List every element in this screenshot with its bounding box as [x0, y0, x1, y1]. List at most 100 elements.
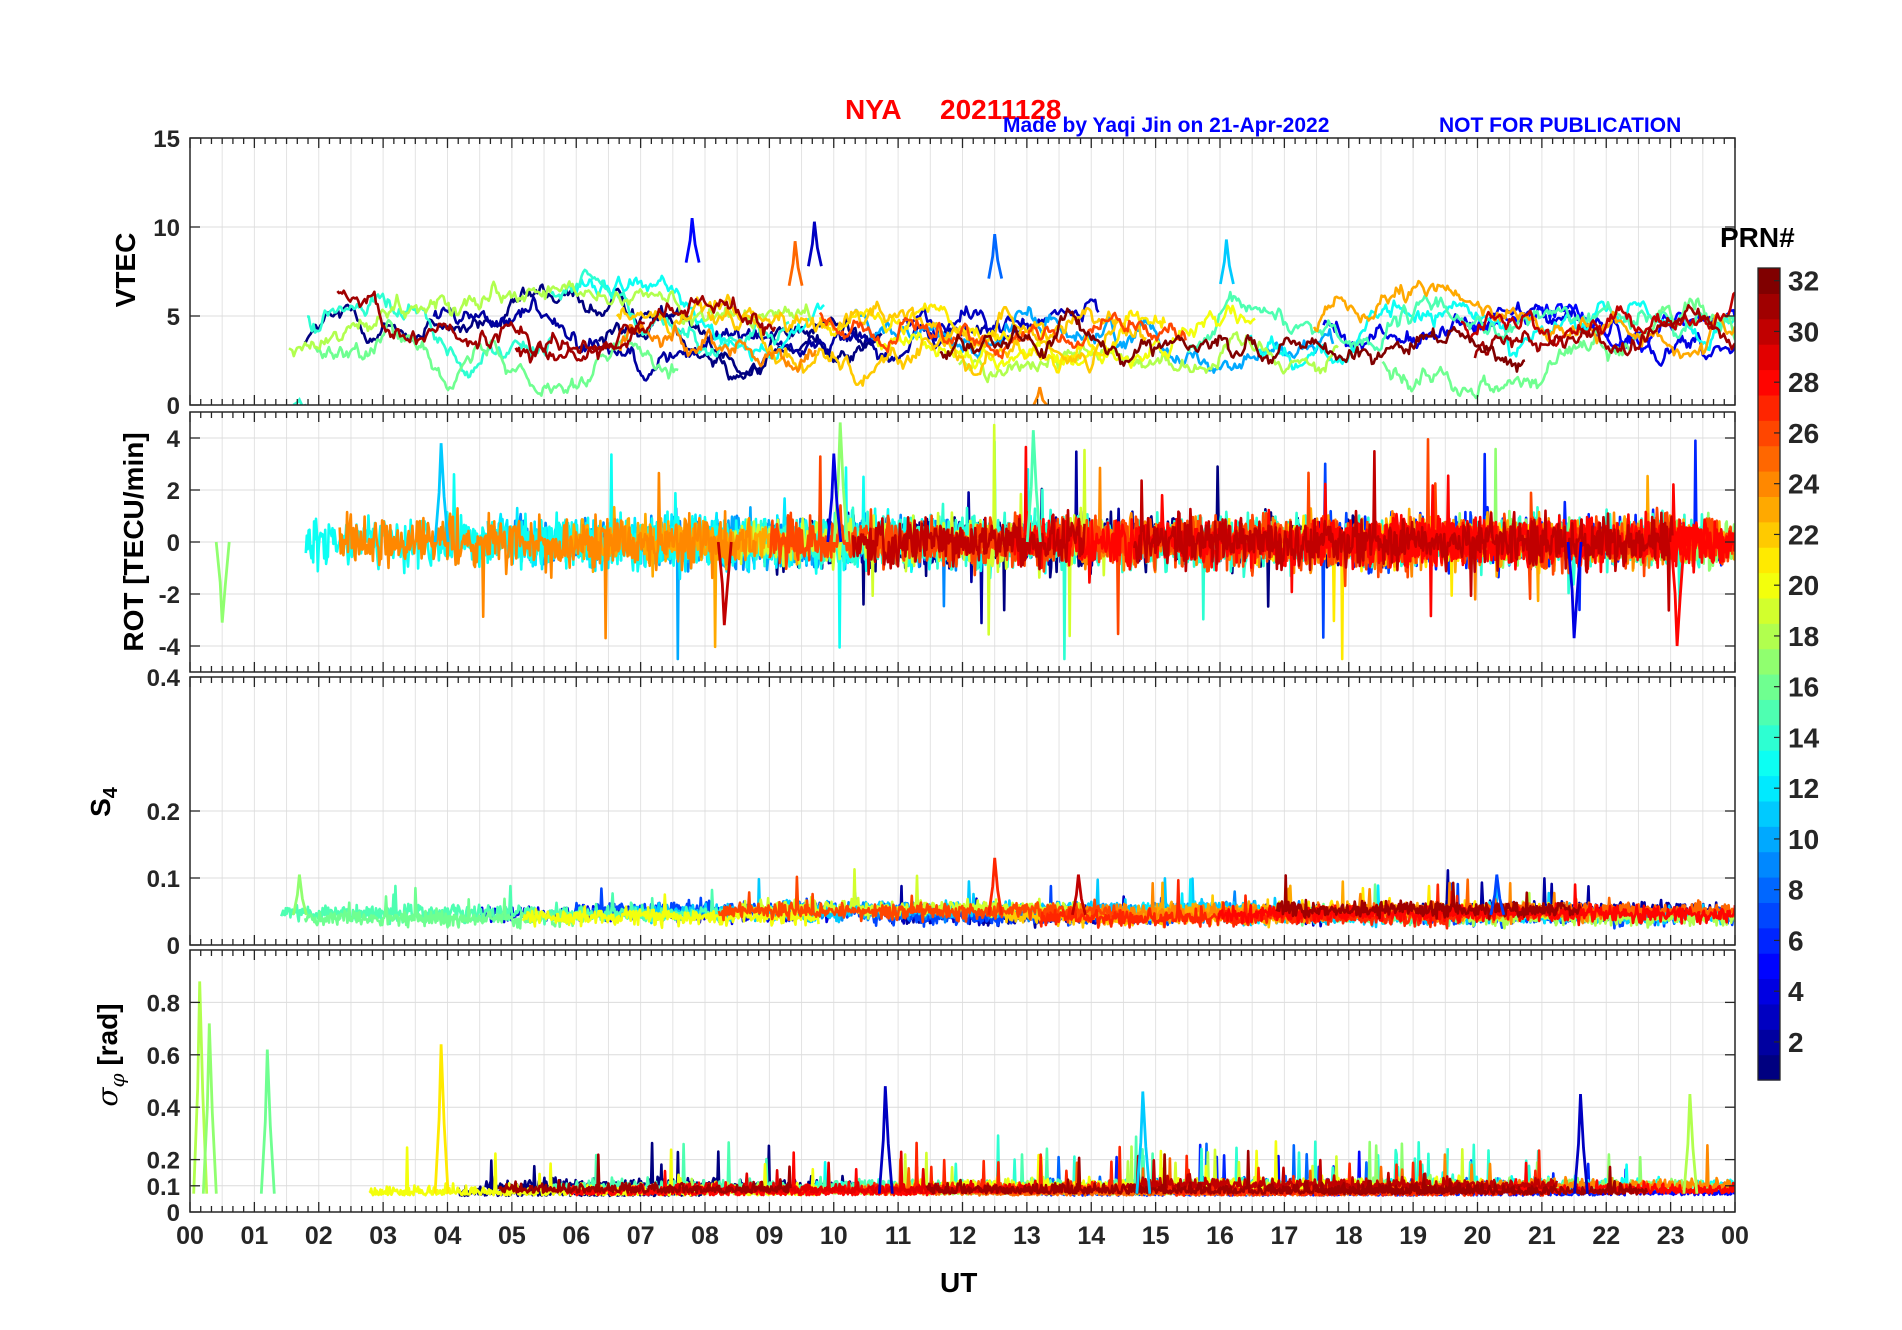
- panel-0: 0 5 10 15: [153, 126, 1736, 420]
- colorbar-band: [1758, 369, 1780, 396]
- panel-2: 0 0.1 0.2 0.4: [147, 665, 1736, 960]
- colorbar-band: [1758, 318, 1780, 345]
- colorbar-tick-label: 22: [1788, 519, 1819, 550]
- x-tick-label: 15: [1142, 1222, 1170, 1250]
- colorbar-band: [1758, 268, 1780, 294]
- feature-peak: [1219, 239, 1235, 285]
- x-tick-label: 08: [691, 1222, 719, 1250]
- feature-peak: [826, 453, 843, 543]
- colorbar-tick-label: 18: [1788, 621, 1819, 652]
- colorbar-band: [1758, 927, 1780, 954]
- colorbar-tick-label: 16: [1788, 672, 1819, 703]
- colorbar-band: [1758, 1054, 1780, 1081]
- colorbar-tick-label: 32: [1788, 266, 1819, 297]
- colorbar-band: [1758, 471, 1780, 497]
- sigma-phi-ylabel: σφ [rad]: [91, 1003, 129, 1107]
- feature-peak: [1025, 430, 1042, 543]
- x-tick-label: 11: [885, 1222, 912, 1250]
- prn-trace-18: [958, 331, 1339, 384]
- prn-trace-31: [514, 294, 777, 364]
- x-tick-label: 02: [305, 1222, 333, 1250]
- prn-trace-13: [573, 274, 825, 362]
- colorbar-band: [1758, 902, 1780, 929]
- colorbar-band: [1758, 877, 1780, 903]
- y-tick-label: 0: [167, 1200, 180, 1227]
- feature-peak: [787, 241, 804, 287]
- y-tick-label: 5: [167, 304, 180, 331]
- feature-peak: [292, 397, 307, 405]
- y-tick-label: 0: [167, 933, 180, 960]
- prn-trace-14: [307, 292, 553, 379]
- s4-ylabel: S4: [85, 787, 122, 817]
- y-tick-label: 0: [167, 530, 180, 557]
- colorbar-band: [1758, 547, 1780, 574]
- rot-ylabel: ROT [TECU/min]: [118, 432, 149, 652]
- feature-peak: [1135, 1091, 1152, 1194]
- feature-peak: [1573, 1094, 1589, 1194]
- prn-trace-30: [1133, 449, 1674, 612]
- y-tick-label: 0: [167, 393, 180, 420]
- y-tick-label: 0.1: [147, 1174, 180, 1201]
- vtec-ylabel: VTEC: [110, 232, 141, 308]
- colorbar-tick-label: 6: [1788, 925, 1804, 956]
- colorbar-tick-label: 14: [1788, 722, 1820, 753]
- feature-peak: [1669, 541, 1686, 647]
- colorbar-band: [1758, 699, 1780, 726]
- x-tick-label: 04: [434, 1222, 462, 1250]
- y-tick-label: 4: [167, 426, 181, 453]
- feature-peak: [433, 1044, 450, 1194]
- colorbar-tick-label: 2: [1788, 1027, 1804, 1058]
- prn-trace-14: [550, 268, 790, 358]
- x-tick-label: 22: [1592, 1222, 1620, 1250]
- colorbar-tick-label: 12: [1788, 773, 1819, 804]
- colorbar-band: [1758, 750, 1780, 777]
- x-tick-label: 16: [1206, 1222, 1234, 1250]
- prn-trace-1: [597, 307, 881, 376]
- y-tick-label: 0.2: [147, 1148, 180, 1175]
- colorbar-band: [1758, 1029, 1780, 1056]
- x-tick-label: 13: [1013, 1222, 1041, 1250]
- colorbar-band: [1758, 953, 1780, 980]
- colorbar-band: [1758, 674, 1780, 700]
- prn-trace-31: [1275, 874, 1582, 921]
- prn-trace-31: [497, 1153, 792, 1194]
- colorbar-band: [1758, 851, 1780, 878]
- x-tick-label: 07: [627, 1222, 655, 1250]
- colorbar-tick-label: 24: [1788, 469, 1820, 500]
- colorbar-band: [1758, 344, 1780, 371]
- x-tick-label: 09: [755, 1222, 783, 1250]
- x-tick-label: 19: [1399, 1222, 1427, 1250]
- colorbar-band: [1758, 826, 1780, 853]
- colorbar-band: [1758, 496, 1780, 523]
- feature-peak: [192, 981, 209, 1194]
- x-tick-label: 18: [1335, 1222, 1363, 1250]
- trace-group: [214, 422, 1735, 661]
- feature-peak: [1032, 386, 1048, 405]
- colorbar-label: PRN#: [1720, 222, 1795, 253]
- colorbar-tick-label: 28: [1788, 367, 1819, 398]
- station-title: NYA: [845, 94, 902, 125]
- prn-trace-24: [338, 471, 757, 640]
- y-tick-label: 2: [167, 478, 180, 505]
- x-tick-label: 23: [1657, 1222, 1685, 1250]
- y-tick-label: 0.4: [147, 665, 181, 692]
- colorbar-tick-label: 8: [1788, 875, 1804, 906]
- y-tick-label: 15: [153, 126, 180, 153]
- trace-group: [288, 217, 1735, 405]
- colorbar-band: [1758, 623, 1780, 650]
- x-tick-label: 14: [1077, 1222, 1105, 1250]
- colorbar-band: [1758, 800, 1780, 827]
- colorbar-frame: [1757, 267, 1781, 1081]
- colorbar-tick-label: 30: [1788, 316, 1819, 347]
- credit-text: Made by Yaqi Jin on 21-Apr-2022: [1003, 114, 1330, 137]
- publication-notice: NOT FOR PUBLICATION: [1439, 114, 1682, 137]
- prn-trace-31: [1473, 303, 1735, 359]
- y-tick-label: 10: [153, 215, 180, 242]
- x-tick-label: 21: [1528, 1222, 1556, 1250]
- x-tick-label: 12: [949, 1222, 977, 1250]
- x-tick-label: 10: [820, 1222, 848, 1250]
- colorbar-tick-label: 20: [1788, 570, 1819, 601]
- trace-group: [279, 857, 1735, 930]
- x-tick-label: 01: [240, 1222, 268, 1250]
